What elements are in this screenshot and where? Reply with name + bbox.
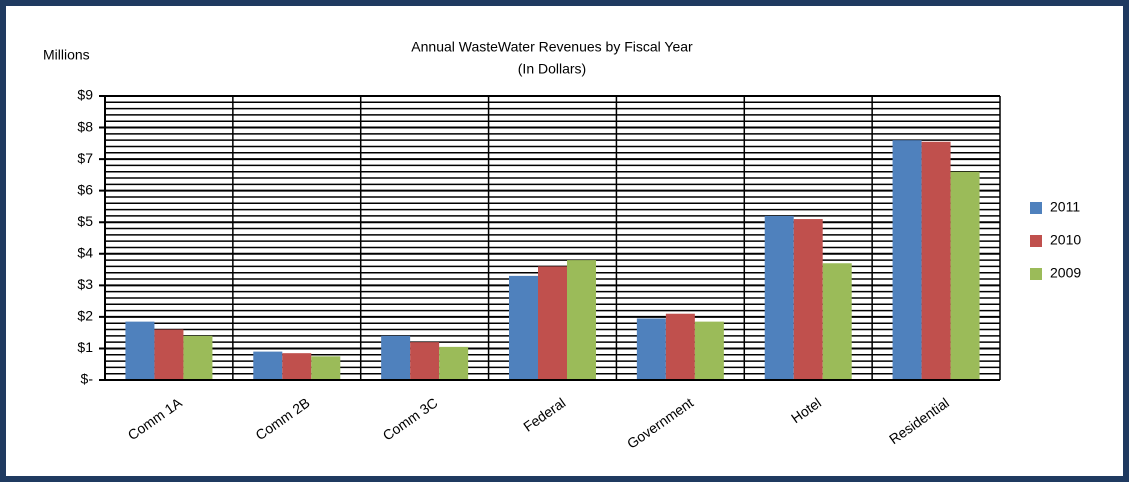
bar: [694, 321, 724, 380]
y-tick-label: $4: [77, 244, 93, 260]
y-tick-label: $6: [77, 181, 93, 197]
legend-swatch: [1030, 202, 1042, 214]
bar: [921, 141, 951, 380]
bar: [509, 275, 538, 380]
bar: [410, 342, 440, 380]
chart-title: Annual WasteWater Revenues by Fiscal Yea…: [411, 39, 693, 55]
bar: [154, 329, 184, 380]
bar: [439, 346, 469, 380]
bar: [822, 263, 852, 380]
y-tick-label: $7: [77, 150, 93, 166]
y-tick-label: $1: [77, 339, 93, 355]
bar: [665, 313, 695, 380]
y-tick-label: $2: [77, 308, 93, 324]
y-tick-label: $-: [81, 371, 94, 387]
bar: [538, 266, 567, 380]
legend-label: 2010: [1050, 232, 1081, 248]
y-tick-label: $3: [77, 276, 93, 292]
bar: [253, 351, 283, 380]
bar: [764, 215, 794, 380]
bar: [636, 318, 666, 380]
bar: [892, 140, 922, 380]
y-tick-label: $8: [77, 118, 93, 134]
y-tick-label: $9: [77, 87, 93, 103]
legend-label: 2009: [1050, 265, 1081, 281]
bar: [183, 335, 213, 380]
bar: [793, 219, 823, 380]
y-axis-label: Millions: [43, 47, 90, 63]
chart-subtitle: (In Dollars): [518, 61, 586, 77]
bar: [567, 260, 596, 380]
legend-swatch: [1030, 235, 1042, 247]
bar: [282, 353, 312, 380]
bar: [125, 321, 155, 380]
bar: [950, 171, 980, 380]
y-tick-label: $5: [77, 213, 93, 229]
bar: [381, 335, 411, 380]
legend-swatch: [1030, 268, 1042, 280]
bar: [311, 356, 341, 380]
legend-label: 2011: [1050, 199, 1080, 215]
